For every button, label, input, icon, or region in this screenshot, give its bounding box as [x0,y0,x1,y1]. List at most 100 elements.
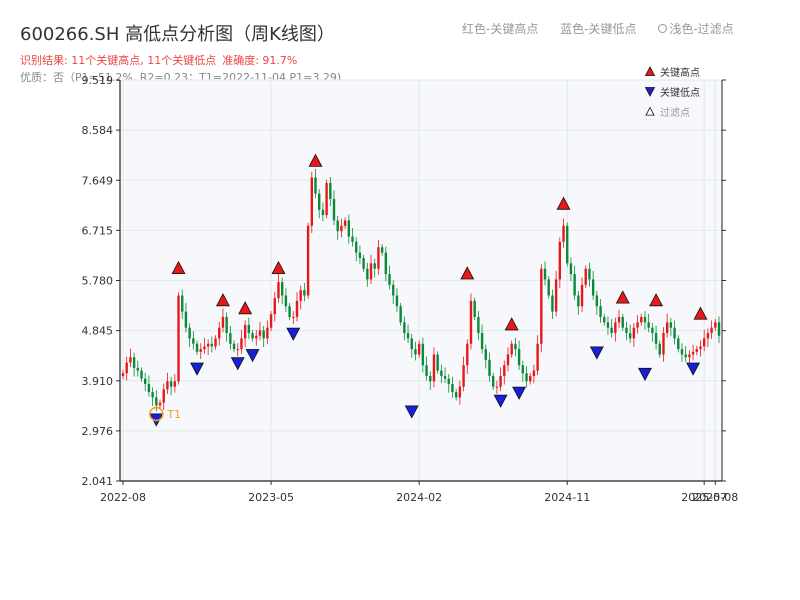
candle-body [132,357,136,368]
candle-body [184,311,188,328]
candle-body [392,284,395,296]
candle-body [329,182,332,199]
candle-body [610,327,613,334]
top-legend-red: 红色-关键高点 [462,22,539,36]
candle-body [699,346,702,350]
candle-body [169,381,173,387]
candle-body [369,263,373,280]
key-high-marker [556,196,571,210]
candle-body [706,333,710,339]
y-tick-label: 5.780 [82,275,114,288]
y-tick-label: 3.910 [82,375,114,388]
key-low-marker [637,367,652,382]
candle-body [536,343,539,371]
candle-body [181,295,184,312]
candle-body [651,327,654,334]
key-high-marker [649,293,664,307]
candle-body [343,220,347,226]
candle-body [654,333,658,344]
candle-body [551,295,554,312]
candle-body [640,316,643,323]
key-low-marker [589,346,604,360]
candle-body [451,383,454,393]
key-high-marker [171,260,186,275]
candle-body [410,338,413,350]
candle-body [158,402,162,406]
candle-body [243,325,247,339]
top-legend-blue: 蓝色-关键低点 [560,22,637,36]
candle-body [606,322,610,328]
candle-body [443,375,447,379]
key-high-marker [238,301,253,315]
candle-body [647,322,650,328]
candle-body [499,375,502,387]
candle-body [151,392,154,398]
candle-body [506,354,510,366]
candle-body [429,375,432,382]
y-tick-label: 4.845 [82,325,114,338]
candle-body [321,209,325,216]
candle-body [628,333,632,339]
candle-body [562,225,565,242]
candle-body [195,343,199,352]
top-legend-light-label: 浅色-过滤点 [669,22,734,36]
candle-body [558,241,562,280]
candle-body [473,300,476,317]
candle-body [469,300,473,344]
x-tick-label: 2025-08 [692,491,738,504]
candle-body [566,225,569,264]
y-tick-label: 8.584 [82,124,114,137]
candle-body [292,316,295,318]
candle-body [480,333,484,350]
candle-body [306,225,310,296]
candle-body [514,343,517,350]
candle-body [532,370,536,376]
candle-body [684,354,687,358]
candle-body [554,279,558,312]
candle-body [540,268,543,344]
candle-body [121,373,125,376]
candle-body [406,333,410,339]
candle-body [206,343,210,347]
key-low-marker [493,394,508,408]
key-high-marker [693,306,708,320]
candle-body [288,306,291,317]
key-low-marker [686,362,701,376]
candle-body [336,220,339,232]
candle-body [284,295,288,307]
candle-body [484,349,487,360]
candle-body [366,268,369,280]
legend-label: 过滤点 [660,106,690,119]
candle-body [584,268,587,285]
legend-marker-high [644,66,656,76]
candle-body [277,282,280,299]
candle-body [621,316,624,328]
candle-body [310,177,313,226]
result-line: 识别结果: 11个关键高点, 11个关键低点 准确度: 91.7% [20,52,297,68]
candle-body [436,354,439,371]
candle-body [673,327,676,339]
t1-marker [149,406,164,422]
key-low-marker [245,349,260,363]
candle-body [665,322,669,334]
x-tick-label: 2022-08 [100,491,146,504]
candle-body [521,365,525,374]
candle-body [225,316,228,334]
key-high-marker [215,293,230,307]
legend-label: 关键低点 [660,86,700,99]
candle-body [599,306,602,317]
candle-body [695,349,698,352]
candle-body [677,338,680,350]
candle-body [591,279,595,296]
candle-body [166,381,169,390]
candle-body [258,330,262,336]
candle-body [662,333,665,355]
candle-body [266,327,269,339]
key-low-marker [404,405,419,419]
legend-marker-filtered [645,106,655,116]
candle-body [251,333,254,339]
candle-body [688,354,691,358]
candle-body [125,362,128,374]
candle-body [147,383,151,393]
key-high-marker [504,317,519,331]
